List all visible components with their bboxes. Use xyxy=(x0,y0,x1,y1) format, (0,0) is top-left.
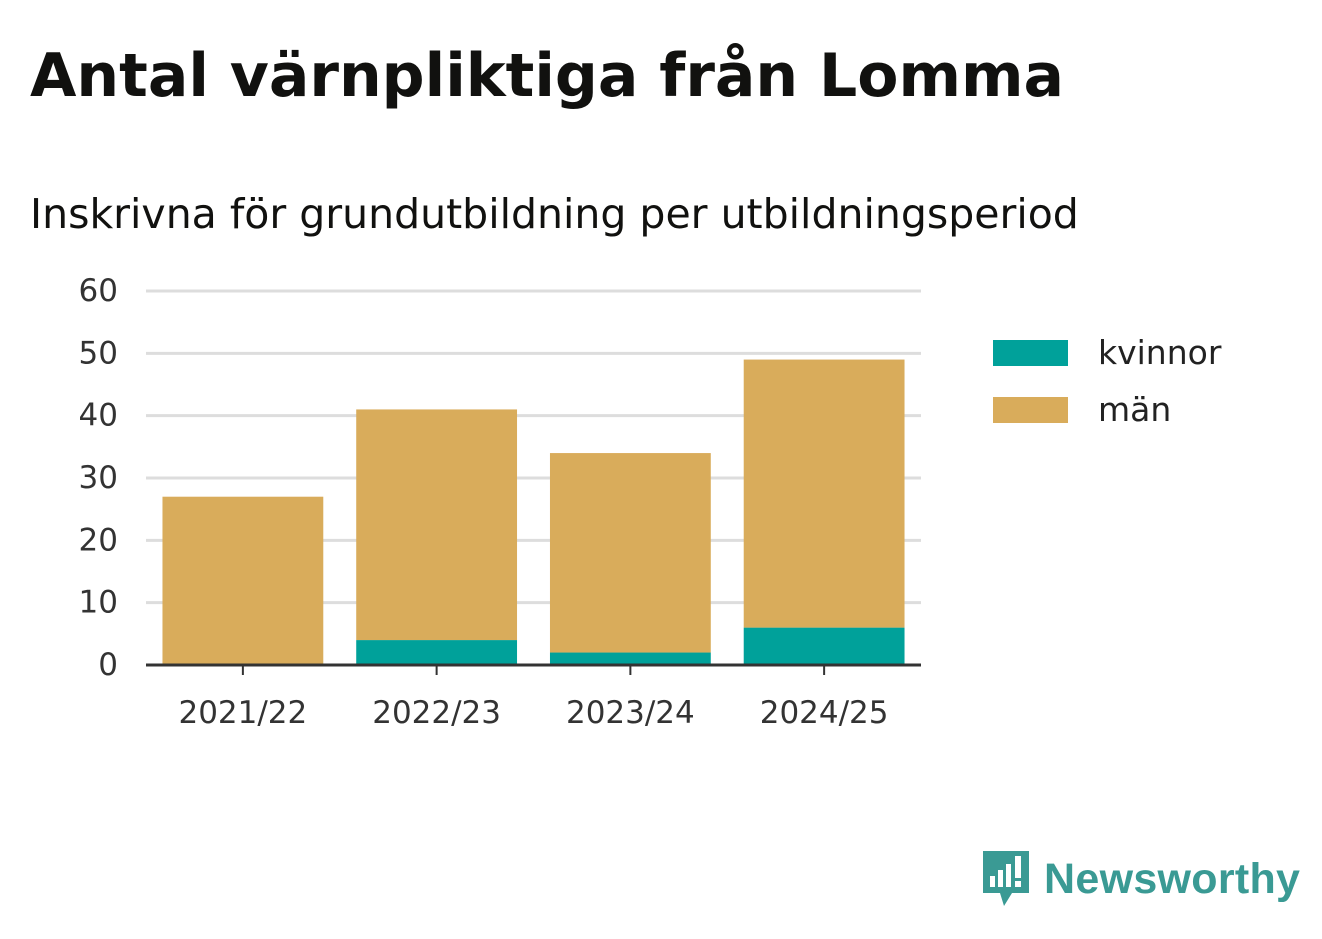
y-tick-label-50: 50 xyxy=(79,335,118,371)
chart-title: Antal värnpliktiga från Lomma xyxy=(30,41,1065,111)
legend-label-man: män xyxy=(1098,390,1172,429)
x-tick-label-2023-24: 2023/24 xyxy=(566,695,695,731)
x-tick-label-2021-22: 2021/22 xyxy=(178,695,307,731)
x-tick-label-2024-25: 2024/25 xyxy=(760,695,889,731)
y-tick-label-30: 30 xyxy=(79,460,118,496)
bar-mn-2024-25 xyxy=(743,359,905,628)
y-tick-label-20: 20 xyxy=(79,522,118,558)
legend-item-kvinnor: kvinnor xyxy=(993,324,1221,381)
legend-label-kvinnor: kvinnor xyxy=(1098,333,1222,372)
y-tick-label-40: 40 xyxy=(79,398,118,434)
chart-subtitle: Inskrivna för grundutbildning per utbild… xyxy=(30,190,1079,238)
bar-kvinnor-2023-24 xyxy=(549,652,711,665)
y-tick-label-10: 10 xyxy=(79,585,118,621)
bar-mn-2023-24 xyxy=(549,453,711,653)
newsworthy-logo-text: Newsworthy xyxy=(1044,854,1301,903)
newsworthy-logo: Newsworthy xyxy=(980,848,1300,910)
bars xyxy=(162,359,905,665)
legend-swatch-kvinnor xyxy=(993,339,1068,366)
bar-kvinnor-2024-25 xyxy=(743,627,905,665)
bar-kvinnor-2022-23 xyxy=(356,640,518,665)
bar-mn-2021-22 xyxy=(162,496,324,665)
legend: kvinnor män xyxy=(993,324,1221,438)
x-tick-label-2022-23: 2022/23 xyxy=(372,695,501,731)
newsworthy-logo-icon xyxy=(983,851,1029,906)
y-tick-label-60: 60 xyxy=(79,273,118,309)
legend-item-man: män xyxy=(993,381,1221,438)
y-tick-label-0: 0 xyxy=(98,647,118,683)
bar-mn-2022-23 xyxy=(356,409,518,641)
legend-swatch-man xyxy=(993,396,1068,423)
axes: 0 10 20 30 40 50 60 2021/22 2022/23 2023/24 2024/2… xyxy=(79,273,921,731)
